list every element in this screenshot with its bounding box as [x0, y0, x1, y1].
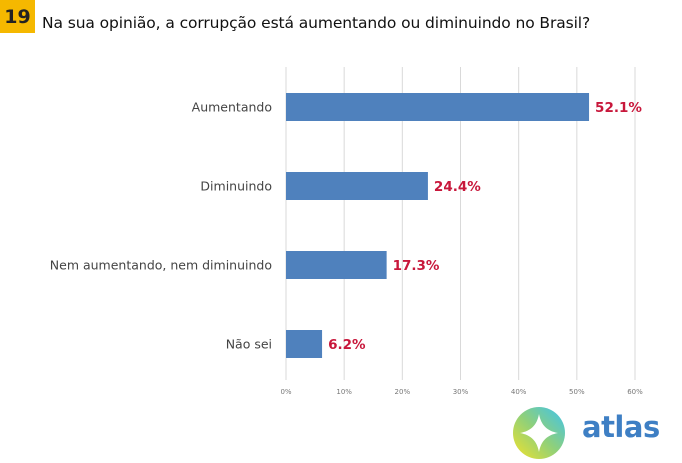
- x-tick-labels: 0% 10% 20% 30% 40% 50% 60%: [280, 388, 643, 396]
- x-tick-label: 60%: [627, 388, 643, 396]
- category-label: Aumentando: [192, 100, 272, 115]
- category-label: Nem aumentando, nem diminuindo: [50, 258, 272, 273]
- brand-name: atlas: [582, 410, 660, 444]
- bar: [286, 330, 323, 358]
- bar: [286, 172, 428, 200]
- x-tick-label: 30%: [453, 388, 469, 396]
- x-tick-label: 10%: [336, 388, 352, 396]
- x-tick-label: 40%: [511, 388, 527, 396]
- category-label: Não sei: [226, 337, 272, 352]
- bar: [286, 93, 590, 121]
- x-tick-label: 50%: [569, 388, 585, 396]
- value-label: 52.1%: [595, 100, 642, 116]
- value-labels: 52.1% 24.4% 17.3% 6.2%: [328, 100, 642, 353]
- value-label: 24.4%: [434, 179, 481, 195]
- value-label: 17.3%: [393, 258, 440, 274]
- category-label: Diminuindo: [200, 179, 272, 194]
- atlas-compass-logo-icon: [513, 407, 565, 459]
- bars: [286, 93, 590, 358]
- x-tick-label: 20%: [395, 388, 411, 396]
- value-label: 6.2%: [328, 337, 366, 353]
- question-title: Na sua opinião, a corrupção está aumenta…: [42, 14, 591, 32]
- x-tick-label: 0%: [280, 388, 291, 396]
- category-labels: Aumentando Diminuindo Nem aumentando, nem …: [50, 100, 272, 352]
- question-number-badge: 19: [0, 0, 35, 33]
- bar: [286, 251, 387, 279]
